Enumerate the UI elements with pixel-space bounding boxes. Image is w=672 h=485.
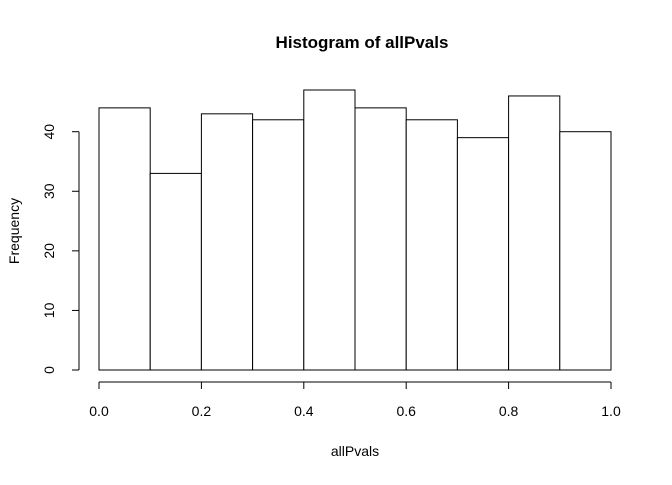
y-axis-label: Frequency [6, 198, 22, 264]
x-tick-label-4: 0.8 [499, 403, 519, 419]
histogram-bar-0 [98, 107, 151, 371]
x-axis-label: allPvals [331, 443, 379, 459]
x-tick-label-5: 1.0 [601, 403, 621, 419]
y-axis: 0 10 20 30 40 [41, 124, 80, 374]
histogram-bar-1 [149, 172, 202, 371]
histogram-bar-3 [252, 119, 305, 371]
histogram-bar-8 [508, 95, 561, 371]
x-tick-label-2: 0.4 [294, 403, 314, 419]
chart-title: Histogram of allPvals [276, 33, 449, 52]
histogram-bar-9 [559, 131, 612, 371]
x-tick-label-1: 0.2 [192, 403, 212, 419]
histogram-bar-5 [354, 107, 407, 371]
y-tick-label-2: 20 [41, 243, 57, 259]
y-tick-label-0: 0 [41, 366, 57, 374]
y-tick-label-3: 30 [41, 183, 57, 199]
x-axis: 0.0 0.2 0.4 0.6 0.8 1.0 [89, 381, 621, 419]
histogram-bar-2 [200, 113, 254, 371]
histogram-bar-7 [456, 137, 510, 371]
histogram-bar-6 [405, 119, 458, 371]
histogram-bars [98, 89, 612, 371]
x-tick-label-0: 0.0 [89, 403, 109, 419]
x-tick-label-3: 0.6 [396, 403, 416, 419]
y-tick-label-1: 10 [41, 302, 57, 318]
y-tick-label-4: 40 [41, 124, 57, 140]
histogram-bar-4 [303, 89, 356, 371]
